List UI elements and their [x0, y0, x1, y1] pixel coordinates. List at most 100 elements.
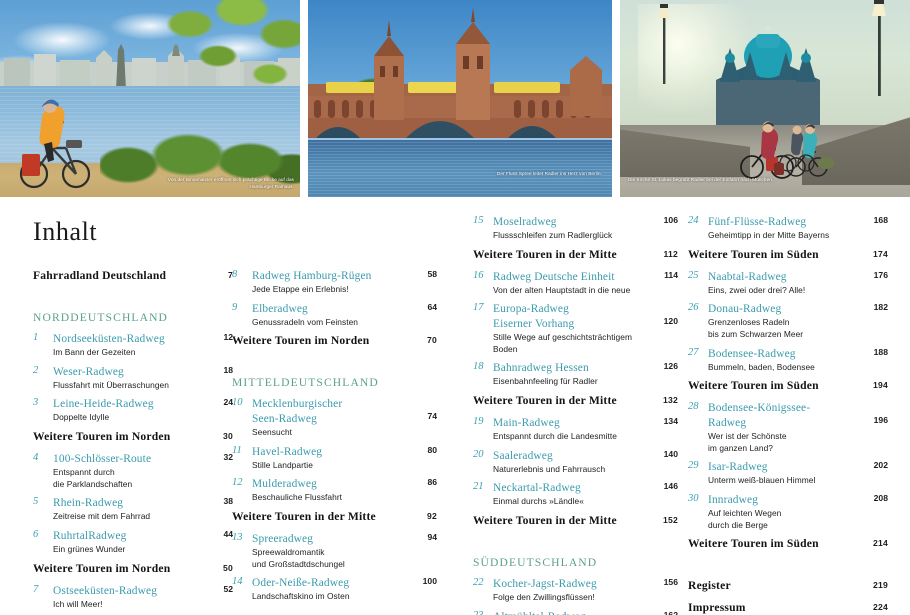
entry-title: Kocher-Jagst-Radweg [493, 578, 597, 590]
entry-body: Mulderadweg Beschauliche Flussfahrt [252, 477, 437, 504]
toc-lead-label: Weitere Touren in der Mitte [473, 514, 617, 527]
toc-lead-label: Weitere Touren im Norden [33, 430, 171, 444]
entry-subtitle: Seensucht [252, 427, 293, 438]
entry-body: Saaleradweg Naturerlebnis und Fahrrausch [493, 449, 678, 476]
entry-subtitle: Von der alten Hauptstadt in die neue [493, 284, 631, 295]
oberbaum-bridge-icon [308, 8, 612, 138]
toc-entry-main-radweg[interactable]: 19 Main-Radweg Entspannt durch die Landesm… [473, 415, 678, 615]
toc-lead-weitere-touren-im-norden[interactable]: Weitere Touren im Norden 70 [232, 334, 437, 615]
entry-subtitle: Folge den Zwillingsflüssen! [493, 592, 595, 603]
entry-body: Europa-Radweg Eiserner Vorhang Stille Weg… [493, 302, 678, 355]
toc-entry-bodensee-konigssee-radweg[interactable]: 28 Bodensee-Königssee- Radweg Wer ist der … [688, 401, 888, 615]
toc-lead-label: Weitere Touren im Süden [688, 247, 819, 261]
toc-entry-havel-radweg[interactable]: 11 Havel-Radweg Stille Landpartie 80 [232, 444, 437, 615]
toc-entry-elberadweg[interactable]: 9 Elberadweg Genussradeln vom Feinsten 64 [232, 301, 437, 615]
toc-entry-weser-radweg[interactable]: 2 Weser-Radweg Flussfahrt mit Überraschung… [33, 364, 233, 615]
entry-title: 100-Schlösser-Route [53, 453, 152, 466]
entry-title: Isar-Radweg [708, 461, 768, 474]
entry-number: 16 [473, 269, 484, 281]
entry-subtitle: Flussschleifen zum Radlerglück [493, 230, 613, 241]
entry-title: Main-Radweg [493, 416, 560, 429]
entry-title: Elberadweg [252, 302, 308, 315]
entry-number: 21 [473, 481, 484, 493]
entry-number: 18 [473, 361, 484, 373]
entry-title: Europa-Radweg Eiserner Vorhang [493, 303, 575, 330]
entry-title: Nordseeküsten-Radweg [53, 333, 165, 345]
entry-body: Main-Radweg Entspannt durch die Landesmit… [493, 416, 678, 443]
toc-entry-radweg-deutsche-einheit[interactable]: 16 Radweg Deutsche Einheit Von der alten H… [473, 269, 678, 615]
toc-lead-weitere-touren-in-der-mitte[interactable]: Weitere Touren in der Mitte 132 [473, 394, 678, 615]
entry-subtitle: Beschauliche Flussfahrt [252, 492, 343, 503]
toc-entry-europa-radweg-eiserner-vorhang[interactable]: 17 Europa-Radweg Eiserner Vorhang Stille W… [473, 302, 678, 615]
toc-entry-donau-radweg[interactable]: 26 Donau-Radweg Grenzenloses Radeln bis zu… [688, 302, 888, 615]
section-heading-norddeutschland: NORDDEUTSCHLAND [33, 311, 169, 324]
toc-lead-weitere-touren-in-der-mitte[interactable]: Weitere Touren in der Mitte 152 [473, 514, 678, 615]
tree-canopy [160, 0, 300, 112]
entry-number: 17 [473, 302, 484, 314]
cyclist-with-panniers-icon [19, 99, 91, 189]
entry-title: Moselradweg [493, 216, 557, 228]
toc-entry-funf-flusse-radweg[interactable]: 24 Fünf-Flüsse-Radweg Geheimtipp in der Mi… [688, 215, 888, 615]
entry-title: Oder-Neiße-Radweg [252, 577, 350, 590]
toc-entry-naabtal-radweg[interactable]: 25 Naabtal-Radweg Eins, zwei oder drei? Al… [688, 269, 888, 615]
toc-lead-weitere-touren-im-suden[interactable]: Weitere Touren im Süden 174 [688, 247, 888, 615]
entry-number: 9 [232, 301, 238, 313]
page-number: 162 [648, 609, 678, 615]
toc-entry-mecklenburgischer-seen-radweg[interactable]: 10 Mecklenburgischer Seen-Radweg Seensucht… [232, 397, 437, 615]
toc-entry-saaleradweg[interactable]: 20 Saaleradweg Naturerlebnis und Fahrrausc… [473, 448, 678, 615]
toc-entry-innradweg[interactable]: 30 Innradweg Auf leichten Wegen durch die … [688, 492, 888, 615]
toc-lead-weitere-touren-im-suden[interactable]: Weitere Touren im Süden 214 [688, 537, 888, 615]
toc-entry-bahnradweg-hessen[interactable]: 18 Bahnradweg Hessen Eisenbahnfeeling für … [473, 361, 678, 615]
entry-body: Fünf-Flüsse-Radweg Geheimtipp in der Mitt… [708, 215, 888, 242]
entry-body: Mecklenburgischer Seen-Radweg Seensucht [252, 397, 437, 438]
toc-lead-register[interactable]: Register 219 [688, 579, 888, 615]
toc-entry-altmuhltal-radweg[interactable]: 23 Altmühltal-RadwegBesuch bei Archäopter… [473, 609, 678, 615]
entry-body: Leine-Heide-Radweg Doppelte Idylle [53, 397, 233, 424]
entry-title: Bahnradweg Hessen [493, 362, 589, 375]
toc-entry-moselradweg[interactable]: 15 Moselradweg Flussschleifen zum Radlergl… [473, 215, 678, 615]
entry-body: Neckartal-Radweg Einmal durchs »Ländle« [493, 481, 678, 508]
toc-column-4: 24 Fünf-Flüsse-Radweg Geheimtipp in der Mi… [688, 197, 888, 615]
toc-entry-neckartal-radweg[interactable]: 21 Neckartal-Radweg Einmal durchs »Ländle«… [473, 481, 678, 615]
entry-title: Neckartal-Radweg [493, 482, 581, 495]
entry-subtitle: Entspannt durch die Parklandschaften [53, 467, 133, 489]
entry-subtitle: Grenzenloses Radeln bis zum Schwarzen Me… [708, 317, 804, 340]
entry-title: Naabtal-Radweg [708, 270, 787, 283]
toc-lead-weitere-touren-in-der-mitte[interactable]: Weitere Touren in der Mitte 112 [473, 248, 678, 615]
toc-entry-mulderadweg[interactable]: 12 Mulderadweg Beschauliche Flussfahrt 86 [232, 477, 437, 615]
toc-entry-rhein-radweg[interactable]: 5 Rhein-Radweg Zeitreise mit dem Fahrrad 38 [33, 496, 233, 615]
toc-entry-leine-heide-radweg[interactable]: 3 Leine-Heide-Radweg Doppelte Idylle 24 [33, 397, 233, 615]
three-cyclists-icon [740, 121, 834, 179]
toc-entry-oder-neisse-radweg[interactable]: 14 Oder-Neiße-Radweg Landschaftskino im Os… [232, 576, 437, 615]
entry-number: 8 [232, 269, 238, 280]
entry-title: RuhrtalRadweg [53, 530, 127, 543]
entry-title: Fünf-Flüsse-Radweg [708, 216, 807, 228]
entry-subtitle: Eins, zwei oder drei? Alle! [708, 284, 806, 295]
toc-lead-weitere-touren-im-norden[interactable]: Weitere Touren im Norden 30 [33, 430, 233, 615]
toc-lead-weitere-touren-im-norden[interactable]: Weitere Touren im Norden 50 [33, 562, 233, 615]
toc-entry-kocher-jagst-radweg[interactable]: 22 Kocher-Jagst-Radweg Folge den Zwillings… [473, 577, 678, 615]
entry-subtitle: Flussfahrt mit Überraschungen [53, 379, 169, 390]
toc-entry-ostseekusten-radweg[interactable]: 7 Ostseeküsten-Radweg Ich will Meer! 52 [33, 583, 233, 615]
entry-subtitle: Unterm weiß-blauen Himmel [708, 475, 816, 486]
toc-entry-100-schlosser-route[interactable]: 4 100-Schlösser-Route Entspannt durch die … [33, 452, 233, 615]
entry-number: 2 [33, 364, 39, 376]
toc-entry-radweg-hamburg-rugen[interactable]: 8 Radweg Hamburg-Rügen Jede Etappe ein Erl… [232, 269, 437, 615]
entry-title: Radweg Deutsche Einheit [493, 270, 615, 283]
entry-subtitle: Wer ist der Schönste im ganzen Land? [708, 431, 787, 453]
toc-entry-ruhrtalradweg[interactable]: 6 RuhrtalRadweg Ein grünes Wunder 44 [33, 529, 233, 615]
toc-lead-impressum[interactable]: Impressum 224 [688, 601, 888, 615]
entry-number: 27 [688, 346, 699, 358]
toc-lead-weitere-touren-in-der-mitte[interactable]: Weitere Touren in der Mitte 92 [232, 510, 437, 615]
photo-band: Von der Binnenalster eröffnen sich präch… [0, 0, 910, 197]
toc-entry-isar-radweg[interactable]: 29 Isar-Radweg Unterm weiß-blauen Himmel 20… [688, 460, 888, 615]
toc-entry-nordseekusten-radweg[interactable]: 1 Nordseeküsten-Radweg Im Bann der Gezeite… [33, 332, 233, 615]
entry-number: 25 [688, 269, 699, 281]
toc-entry-spreeradweg[interactable]: 13 Spreeradweg Spreewaldromantik und Großs… [232, 532, 437, 615]
entry-subtitle: Im Bann der Gezeiten [53, 347, 136, 358]
toc-lead-fahrradland-deutschland[interactable]: Fahrradland Deutschland 7 [33, 269, 233, 615]
toc-entry-bodensee-radweg[interactable]: 27 Bodensee-Radweg Bummeln, baden, Bodense… [688, 346, 888, 615]
entry-subtitle: Naturerlebnis und Fahrrausch [493, 463, 606, 474]
toc-lead-label: Register [688, 579, 731, 593]
toc-lead-weitere-touren-im-suden[interactable]: Weitere Touren im Süden 194 [688, 379, 888, 615]
